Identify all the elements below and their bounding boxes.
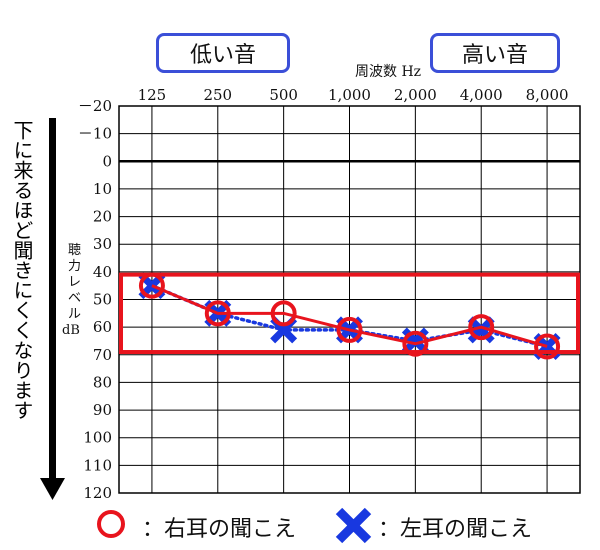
right-ear-point bbox=[270, 300, 297, 327]
y-tick-label: 40 bbox=[93, 263, 112, 281]
x-tick-labels: 125 250 500 1,000 2,000 4,000 8,000 bbox=[138, 86, 569, 104]
y-tick-label: 80 bbox=[93, 373, 112, 391]
side-note: 下に来るほど聞きにくくなります bbox=[10, 120, 34, 420]
y-tick-label: 70 bbox=[93, 346, 112, 364]
low-sound-callout: 低い音 bbox=[156, 33, 290, 73]
right-ear-point bbox=[468, 314, 495, 341]
x-tick-label: 500 bbox=[269, 86, 298, 104]
y-tick-label: 110 bbox=[83, 456, 112, 474]
legend-right-ear: ：右耳の聞こえ bbox=[142, 517, 297, 542]
y-tick-label: －10 bbox=[78, 125, 112, 143]
grid bbox=[118, 105, 581, 494]
y-axis-label: 聴力レベル dB bbox=[62, 243, 81, 338]
y-tick-label: 60 bbox=[93, 318, 112, 336]
right-ear-point bbox=[402, 330, 429, 357]
x-tick-label: 4,000 bbox=[460, 86, 503, 104]
right-ear-point bbox=[204, 300, 231, 327]
x-tick-label: 125 bbox=[138, 86, 167, 104]
down-arrow bbox=[40, 118, 65, 500]
highlight-band bbox=[119, 272, 580, 355]
series-layer bbox=[138, 272, 561, 360]
y-tick-label: 0 bbox=[102, 152, 112, 170]
right-ear-point bbox=[336, 316, 363, 343]
right-ear-point bbox=[534, 333, 561, 360]
x-tick-label: 250 bbox=[203, 86, 232, 104]
y-tick-label: 30 bbox=[93, 235, 112, 253]
legend-icons bbox=[97, 507, 372, 544]
y-tick-label: －20 bbox=[78, 97, 112, 115]
legend-left-ear: ：左耳の聞こえ bbox=[378, 517, 533, 542]
y-tick-label: 50 bbox=[93, 291, 112, 309]
x-tick-label: 1,000 bbox=[328, 86, 371, 104]
y-tick-label: 90 bbox=[93, 401, 112, 419]
y-tick-label: 20 bbox=[93, 208, 112, 226]
legend-circle-icon bbox=[97, 510, 125, 538]
right-ear-line bbox=[151, 284, 548, 348]
y-tick-label: 120 bbox=[83, 484, 112, 502]
x-tick-label: 2,000 bbox=[394, 86, 437, 104]
y-tick-labels: －20 －10 0 10 20 30 40 50 60 70 80 90 100 110 120 bbox=[78, 97, 112, 502]
legend-cross-icon bbox=[335, 507, 372, 544]
x-axis-label: 周波数 Hz bbox=[355, 64, 421, 80]
y-tick-label: 10 bbox=[93, 180, 112, 198]
y-tick-label: 100 bbox=[83, 429, 112, 447]
high-sound-callout: 高い音 bbox=[430, 33, 560, 73]
x-tick-label: 8,000 bbox=[526, 86, 569, 104]
